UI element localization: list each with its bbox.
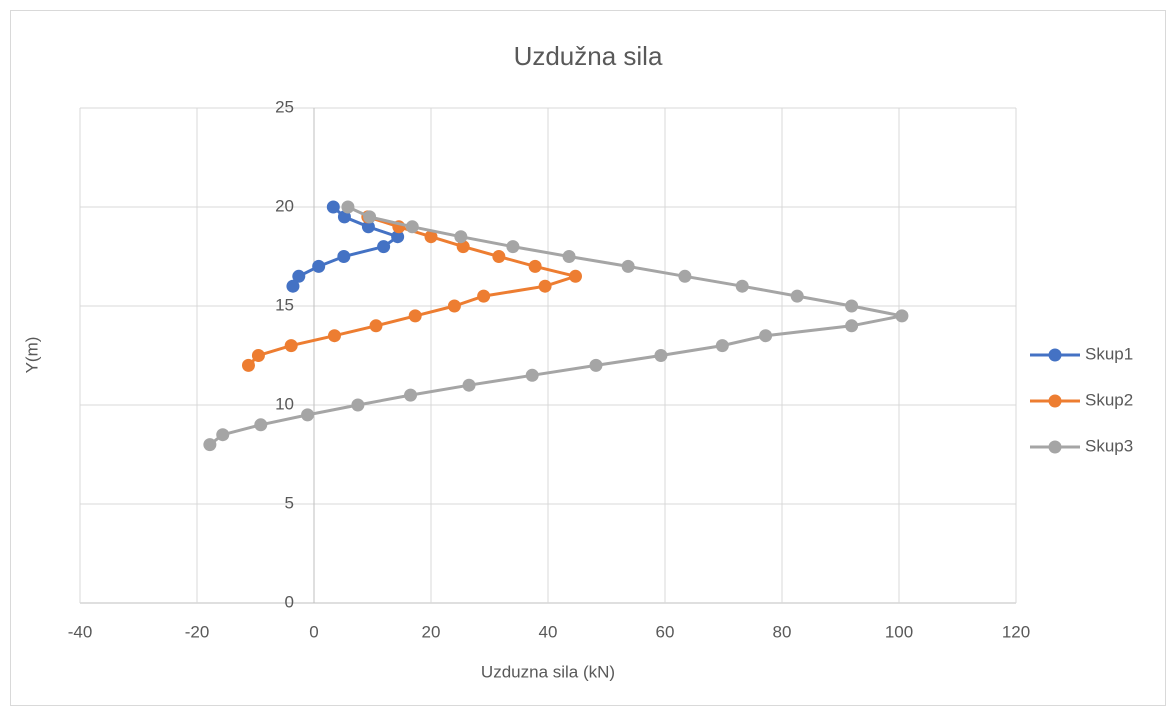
x-axis-label: Uzduzna sila (kN) [481,662,615,681]
chart-border [10,10,1166,706]
data-point [895,309,909,323]
data-point [312,259,326,273]
series-line [247,215,581,367]
legend-marker [1048,348,1062,362]
data-point [845,299,859,313]
y-tick-label: 25 [275,97,294,116]
y-tick-label: 0 [285,592,294,611]
data-point [337,250,351,263]
legend-marker [1048,440,1062,454]
data-point [391,230,405,244]
data-point [337,210,351,224]
data-point [528,259,542,273]
data-point [369,319,383,333]
y-tick-label: 10 [275,394,294,413]
data-point [759,329,773,343]
data-point [790,289,804,303]
data-point [341,200,355,214]
x-tick-label: 120 [1002,622,1030,641]
data-point [241,358,255,372]
data-point [254,418,268,432]
data-point [454,230,468,244]
data-point [506,240,520,254]
x-tick-label: -40 [68,622,93,641]
y-tick-label: 15 [275,295,294,314]
data-point [538,279,552,293]
data-point [424,230,438,244]
data-point [326,200,340,214]
legend-marker [1048,394,1062,408]
x-tick-label: 80 [773,622,792,641]
data-point [203,438,217,452]
data-point [568,269,582,283]
data-point [404,388,418,402]
data-point [301,408,315,422]
data-point [447,299,461,313]
data-point [715,339,729,353]
data-point [525,368,539,382]
x-tick-label: 100 [885,622,913,641]
x-tick-label: 20 [422,622,441,641]
legend-label: Skup2 [1085,390,1133,409]
y-tick-label: 5 [285,493,294,512]
data-point [251,349,265,362]
legend-label: Skup1 [1085,344,1133,363]
data-point [286,279,300,293]
data-point [292,269,306,283]
x-tick-label: -20 [185,622,210,641]
y-axis-label: Y(m) [22,337,41,374]
data-point [654,349,668,362]
data-point [845,319,859,333]
data-point [377,240,391,254]
data-point [562,250,576,263]
chart-title: Uzdužna sila [514,41,663,71]
data-point [284,339,298,353]
data-point [216,428,230,442]
data-point [589,358,603,372]
data-point [363,210,377,224]
data-point [492,250,506,263]
x-tick-label: 40 [539,622,558,641]
data-point [351,398,365,412]
data-point [456,240,470,254]
data-point [678,269,692,283]
data-point [735,279,749,293]
data-point [405,220,419,234]
legend-label: Skup3 [1085,436,1133,455]
data-point [621,259,635,273]
data-point [327,329,341,343]
data-point [408,309,422,323]
x-tick-label: 0 [309,622,318,641]
data-point [462,378,476,392]
data-point [477,289,491,303]
y-tick-label: 20 [275,196,294,215]
data-point [361,220,375,234]
x-tick-label: 60 [656,622,675,641]
